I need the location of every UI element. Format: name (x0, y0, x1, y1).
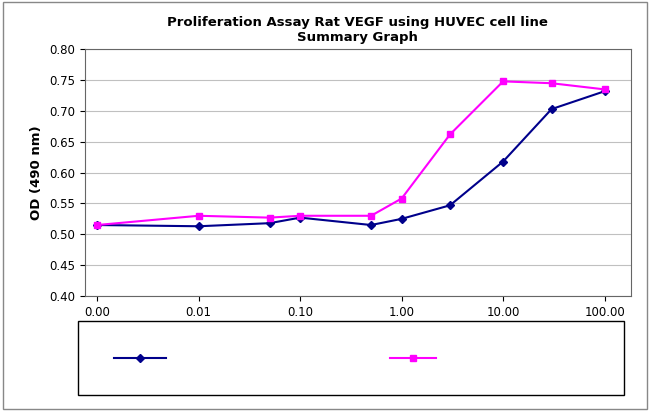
Rat VEGF; Competitor (398, 196, 406, 201)
Rat VEGF; PeproTech; Cat# 400-31; Lot# 1 (398, 216, 406, 221)
Rat VEGF; Competitor (446, 132, 454, 137)
Rat VEGF; PeproTech; Cat# 400-31; Lot# 1 (446, 203, 454, 208)
Rat VEGF; PeproTech; Cat# 400-31; Lot# 1 (499, 159, 507, 164)
Line: Rat VEGF; PeproTech; Cat# 400-31; Lot# 1: Rat VEGF; PeproTech; Cat# 400-31; Lot# 1 (94, 88, 607, 229)
Rat VEGF; PeproTech; Cat# 400-31; Lot# 1 (601, 89, 608, 94)
Rat VEGF; Competitor (367, 213, 375, 218)
Rat VEGF; PeproTech; Cat# 400-31; Lot# 1 (195, 224, 203, 229)
Rat VEGF; Competitor (94, 223, 101, 228)
Rat VEGF; Competitor (548, 81, 556, 86)
Rat VEGF; Competitor (601, 87, 608, 92)
Rat VEGF; PeproTech; Cat# 400-31; Lot# 1 (266, 221, 274, 226)
Rat VEGF; PeproTech; Cat# 400-31; Lot# 1 (367, 223, 375, 228)
Title: Proliferation Assay Rat VEGF using HUVEC cell line
Summary Graph: Proliferation Assay Rat VEGF using HUVEC… (167, 16, 548, 44)
Rat VEGF; PeproTech; Cat# 400-31; Lot# 1 (94, 223, 101, 228)
Line: Rat VEGF; Competitor: Rat VEGF; Competitor (94, 79, 607, 228)
Rat VEGF; Competitor (266, 215, 274, 220)
Rat VEGF; Competitor (195, 213, 203, 218)
Text: Rat VEGF; Competitor: Rat VEGF; Competitor (441, 353, 554, 363)
Rat VEGF; Competitor (499, 79, 507, 84)
X-axis label: Rat VEGF (ng/ml) [log scale]: Rat VEGF (ng/ml) [log scale] (252, 324, 463, 337)
Rat VEGF; PeproTech; Cat# 400-31; Lot# 1 (296, 215, 304, 220)
Rat VEGF; Competitor (296, 213, 304, 218)
Text: Rat VEGF; PeproTech; Cat# 400-31; Lot# 1: Rat VEGF; PeproTech; Cat# 400-31; Lot# 1 (171, 353, 394, 363)
Rat VEGF; PeproTech; Cat# 400-31; Lot# 1 (548, 107, 556, 112)
Y-axis label: OD (490 nm): OD (490 nm) (30, 125, 43, 220)
